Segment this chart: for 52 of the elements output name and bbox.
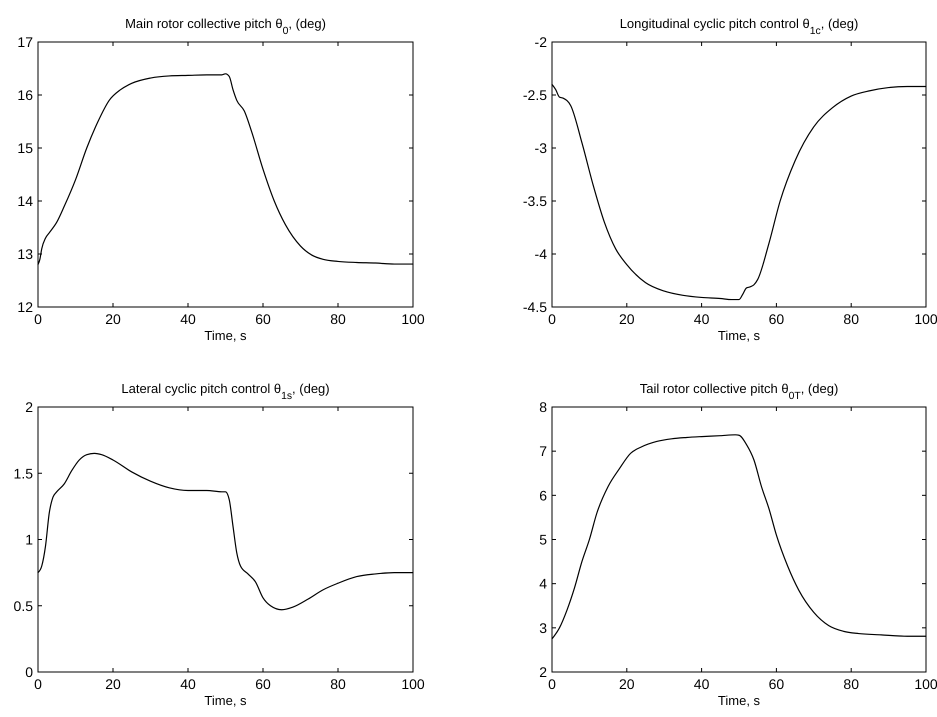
x-tick-label: 40 bbox=[180, 311, 196, 327]
y-tick-label: 0 bbox=[25, 664, 34, 680]
x-tick-label: 100 bbox=[401, 676, 425, 692]
chart-title: Tail rotor collective pitch θ$_{0T}$, (deg) bbox=[640, 381, 838, 402]
x-tick-label: 80 bbox=[330, 311, 346, 327]
y-tick-label: 1.5 bbox=[14, 465, 34, 482]
y-tick-label: 4 bbox=[539, 576, 548, 592]
x-axis-title: Time, s bbox=[718, 328, 761, 343]
x-tick-label: 60 bbox=[768, 676, 784, 692]
x-axis-title: Time, s bbox=[204, 328, 248, 343]
y-tick-label: 5 bbox=[539, 532, 548, 548]
y-tick-label: -2.5 bbox=[522, 87, 548, 103]
y-tick-label: 2 bbox=[25, 399, 34, 415]
x-tick-label: 80 bbox=[843, 311, 860, 327]
y-tick-label: 3 bbox=[539, 620, 548, 636]
x-tick-label: 40 bbox=[694, 311, 710, 327]
y-tick-label: 14 bbox=[17, 193, 34, 209]
x-tick-label: 100 bbox=[914, 311, 937, 327]
y-tick-label: 16 bbox=[17, 87, 34, 103]
y-tick-label: -3.5 bbox=[522, 193, 548, 209]
x-tick-label: 40 bbox=[180, 676, 196, 692]
x-tick-label: 40 bbox=[694, 676, 710, 692]
x-tick-label: 60 bbox=[768, 311, 784, 327]
x-tick-label: 60 bbox=[255, 311, 271, 327]
y-tick-label: 1 bbox=[25, 532, 34, 548]
x-axis-title: Time, s bbox=[718, 693, 761, 708]
x-tick-label: 20 bbox=[619, 676, 635, 692]
x-tick-label: 60 bbox=[255, 676, 271, 692]
x-tick-label: 100 bbox=[401, 311, 425, 327]
chart-title: Longitudinal cyclic pitch control θ$_{1c}$, (deg) bbox=[620, 16, 858, 36]
x-tick-label: 20 bbox=[105, 676, 121, 692]
y-tick-label: 6 bbox=[539, 487, 548, 504]
x-tick-label: 80 bbox=[843, 676, 860, 692]
chart-title: Main rotor collective pitch θ$_{0}$, (deg) bbox=[125, 16, 326, 36]
y-tick-label: -4 bbox=[534, 246, 548, 262]
y-tick-label: -4.5 bbox=[522, 299, 548, 315]
chart-title: Lateral cyclic pitch control θ$_{1s}$, (deg) bbox=[121, 381, 330, 402]
x-tick-label: 100 bbox=[914, 676, 937, 692]
y-tick-label: 7 bbox=[539, 443, 548, 460]
y-tick-label: 0.5 bbox=[14, 598, 34, 614]
y-tick-label: 12 bbox=[17, 299, 34, 315]
x-tick-label: 80 bbox=[330, 676, 346, 692]
y-tick-label: 2 bbox=[539, 664, 548, 680]
y-tick-label: 17 bbox=[17, 34, 34, 50]
y-tick-label: -3 bbox=[534, 140, 548, 156]
x-axis-title: Time, s bbox=[204, 693, 248, 708]
y-tick-label: 13 bbox=[17, 246, 34, 262]
y-tick-label: 15 bbox=[17, 140, 34, 156]
x-tick-label: 20 bbox=[619, 311, 635, 327]
y-tick-label: 8 bbox=[539, 399, 548, 415]
y-tick-label: -2 bbox=[534, 34, 548, 50]
x-tick-label: 20 bbox=[105, 311, 121, 327]
